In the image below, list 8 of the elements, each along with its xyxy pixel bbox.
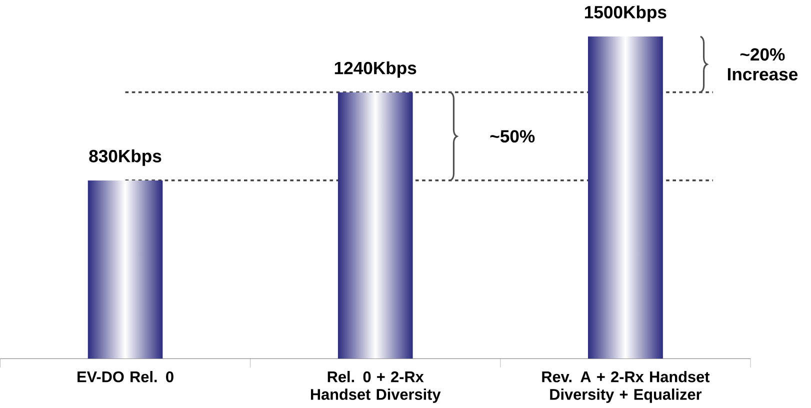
x-tick-label: Rev. A + 2-Rx Handset Diversity + Equalizer [542, 370, 710, 403]
x-tick-label: EV-DO Rel. 0 [78, 370, 174, 382]
x-tick-label: Rel. 0 + 2-Rx Handset Diversity [310, 370, 441, 403]
data-label: 1240Kbps [334, 61, 416, 78]
annotation: ~50% [490, 130, 535, 142]
data-label: 1500Kbps [585, 5, 666, 22]
data-label: 830Kbps [89, 149, 162, 166]
text: ~20% Increase [728, 48, 798, 80]
